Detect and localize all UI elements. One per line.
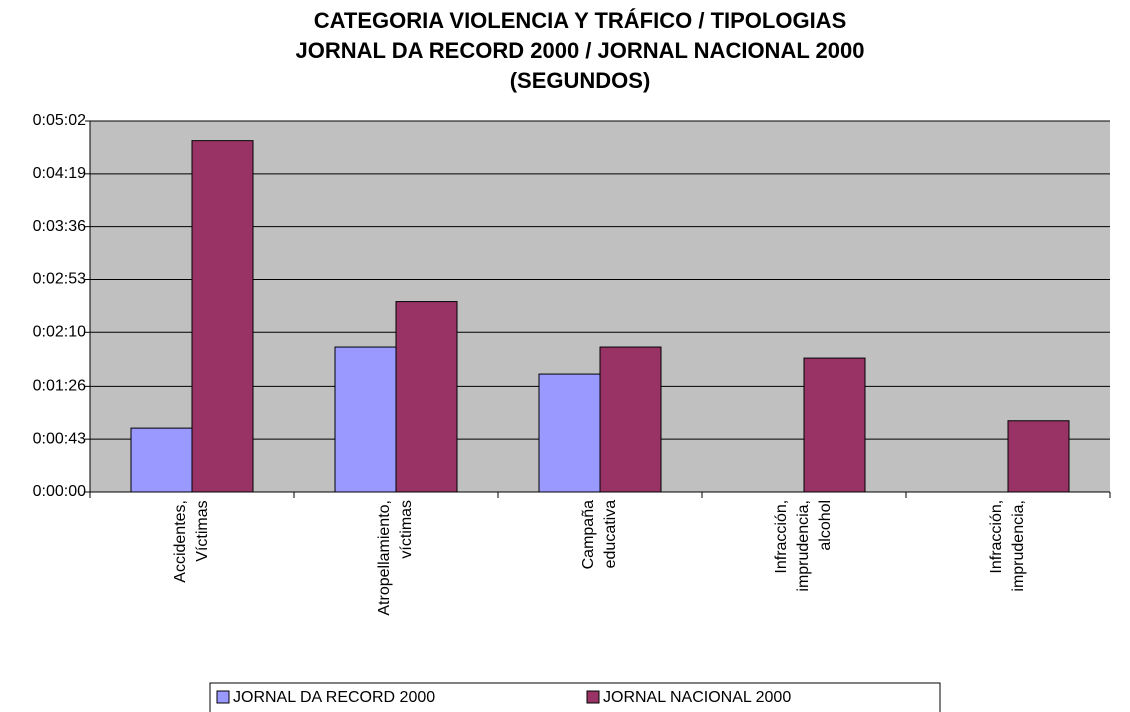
x-tick-label: Campaña educativa [580,500,619,570]
x-tick-label: Infracción, imprudencia, [988,499,1027,592]
x-tick-label: Accidentes, Víctimas [172,500,211,583]
bar [1007,420,1070,493]
y-tick-label: 0:05:02 [33,112,86,129]
legend-swatch [586,690,600,704]
y-tick-label: 0:02:53 [33,271,86,288]
bar [395,301,458,493]
x-tick-label: Infracción, imprudencia, alcohol [773,499,834,592]
chart-title: JORNAL DA RECORD 2000 / JORNAL NACIONAL … [296,38,865,63]
y-tick-label: 0:00:00 [33,483,86,500]
y-tick-label: 0:04:19 [33,165,86,182]
y-tick-label: 0:03:36 [33,218,86,235]
y-tick-label: 0:00:43 [33,430,86,447]
legend-label: JORNAL DA RECORD 2000 [233,689,435,706]
legend-swatch [216,690,230,704]
bar [191,140,254,493]
bar [599,346,662,493]
legend-box [209,682,941,712]
x-tick-label: Atropellamiento, víctimas [376,500,415,616]
bar [334,346,397,493]
y-tick-label: 0:01:26 [33,378,86,395]
y-tick-label: 0:02:10 [33,324,86,341]
chart-title: (SEGUNDOS) [510,68,651,93]
bar [130,427,193,493]
chart-title: CATEGORIA VIOLENCIA Y TRÁFICO / TIPOLOGI… [314,8,847,33]
bar [538,373,601,493]
bar [803,357,866,493]
legend-label: JORNAL NACIONAL 2000 [603,689,791,706]
